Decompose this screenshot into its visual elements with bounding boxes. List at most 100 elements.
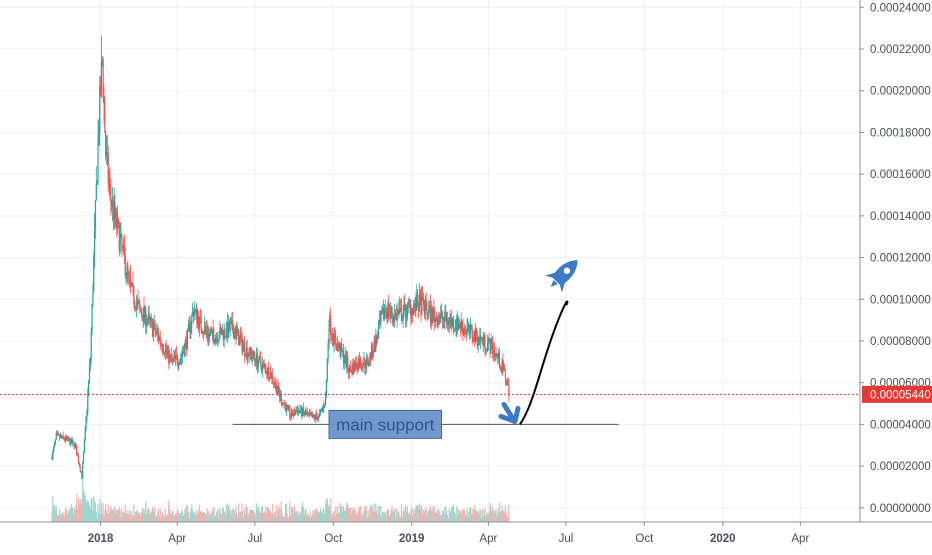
candle-body: [221, 329, 223, 336]
candle-body: [69, 439, 71, 445]
volume-bar: [473, 508, 475, 522]
candle-body: [258, 356, 260, 363]
candle-body: [343, 361, 345, 364]
volume-bar: [284, 516, 286, 522]
candle-body: [171, 358, 173, 361]
main-support-box[interactable]: [328, 409, 443, 439]
volume-bar: [256, 507, 259, 522]
volume-bar: [140, 515, 142, 522]
candle-body: [391, 308, 393, 318]
candle-body: [405, 304, 407, 319]
volume-bar: [218, 509, 220, 522]
candle-body: [157, 330, 159, 334]
candle-body: [246, 347, 248, 359]
projection-curve[interactable]: [519, 300, 569, 425]
volume-bar: [476, 510, 478, 522]
volume-bar: [322, 507, 324, 522]
candle-body: [99, 86, 102, 96]
y-tick-label: 0.00002000: [870, 461, 931, 473]
volume-bar: [197, 513, 199, 522]
volume-bar: [427, 511, 429, 522]
candle-body: [214, 342, 216, 344]
candle-body: [162, 349, 164, 352]
candle-body: [493, 349, 495, 357]
candle-body: [187, 324, 189, 330]
volume-bar: [90, 498, 92, 522]
volume-bar: [356, 515, 358, 522]
volume-bar: [376, 514, 379, 522]
candle-body: [216, 336, 218, 343]
volume-bar: [57, 515, 59, 522]
candle-body: [211, 328, 213, 333]
candle-body: [490, 339, 492, 354]
volume-bar: [497, 508, 499, 522]
volume-bar: [459, 510, 461, 522]
volume-bar: [271, 514, 273, 522]
candle-body: [215, 336, 218, 338]
candle-body: [451, 318, 454, 326]
candle-body: [432, 310, 434, 324]
volume-bar: [506, 516, 508, 522]
candle-body: [469, 325, 471, 334]
candle-body: [252, 351, 254, 358]
candle-body: [508, 384, 510, 397]
volume-bar: [469, 506, 472, 522]
candle-body: [428, 305, 431, 310]
volume-bar: [490, 504, 492, 522]
volume-bar: [173, 514, 175, 522]
candle-body: [309, 413, 311, 416]
candle-body: [192, 311, 195, 317]
candle-body: [267, 367, 270, 379]
volume-bar: [417, 508, 420, 522]
volume-bar: [263, 512, 265, 522]
volume-bar: [502, 509, 504, 522]
candle-body: [60, 436, 62, 438]
volume-bar: [468, 511, 470, 522]
candle-body: [398, 310, 400, 314]
candle-body: [81, 472, 83, 478]
x-axis-ticks: 2018 Apr Jul Oct 2019 Apr Jul Oct 2020 Apr: [88, 522, 809, 545]
volume-bar: [209, 511, 211, 522]
candle-body: [359, 358, 361, 368]
volume-bar: [307, 515, 310, 522]
candle-body: [479, 336, 481, 342]
candle-body: [383, 310, 386, 319]
volume-bar: [86, 502, 88, 522]
volume-bar: [357, 510, 359, 522]
volume-bar: [393, 510, 395, 522]
candle-body: [66, 437, 68, 440]
volume-bar: [147, 507, 149, 522]
candle-body: [480, 337, 482, 342]
x-tick-label: Apr: [168, 533, 186, 545]
candle-body: [218, 337, 220, 341]
candle-body: [447, 324, 449, 326]
candle-body: [278, 385, 280, 393]
candle-body: [454, 327, 456, 329]
candle-body: [193, 312, 195, 317]
volume-bar: [480, 509, 482, 522]
volume-bar: [115, 513, 117, 522]
candle-body: [273, 383, 276, 385]
volume-bar: [240, 512, 242, 522]
volume-bar: [381, 516, 383, 522]
volume-bar: [439, 510, 441, 522]
candle-body: [489, 341, 491, 354]
volume-bar: [324, 513, 326, 522]
candle-body: [392, 317, 394, 319]
volume-bar: [339, 502, 341, 522]
volume-bar: [301, 502, 304, 522]
x-tick-label: Apr: [791, 533, 809, 545]
volume-bar: [508, 504, 510, 522]
candle-body: [288, 406, 290, 409]
volume-bar: [176, 509, 178, 522]
volume-bar: [53, 505, 55, 522]
volume-bar: [392, 511, 394, 522]
volume-bar: [223, 511, 225, 522]
volume-bar: [385, 515, 387, 522]
volume-bar: [119, 510, 121, 522]
candle-body: [474, 331, 476, 342]
candle-body: [240, 335, 242, 338]
candle-body: [219, 327, 221, 338]
x-tick-label: Jul: [559, 533, 574, 545]
